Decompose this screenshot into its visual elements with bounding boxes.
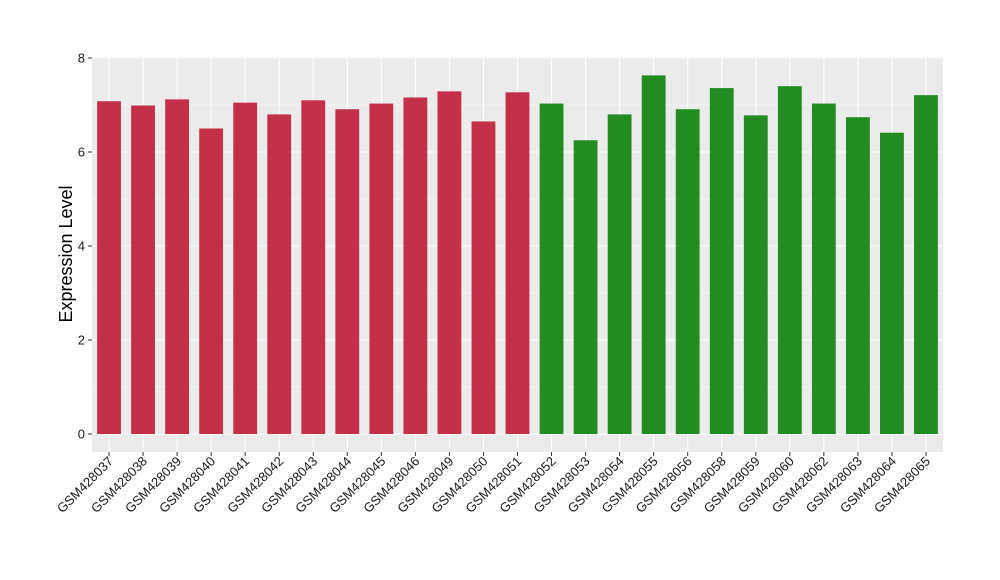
bar-GSM428051 — [505, 92, 530, 434]
bar-GSM428046 — [403, 97, 428, 434]
bar-GSM428062 — [811, 103, 836, 434]
bar-GSM428050 — [471, 121, 496, 434]
bar-GSM428037 — [97, 101, 121, 435]
bar-GSM428045 — [369, 103, 394, 434]
x-axis: GSM428037GSM428038GSM428039GSM428040GSM4… — [54, 452, 933, 516]
bar-GSM428041 — [233, 102, 258, 435]
bar-GSM428056 — [675, 109, 700, 434]
bar-GSM428065 — [914, 95, 938, 434]
bar-GSM428064 — [880, 132, 904, 435]
y-tick-label: 4 — [78, 239, 85, 254]
bar-GSM428039 — [165, 99, 190, 435]
y-tick-label: 2 — [78, 333, 85, 348]
y-tick-label: 8 — [78, 51, 85, 66]
bar-GSM428049 — [437, 91, 462, 435]
bar-GSM428054 — [607, 114, 632, 435]
bar-GSM428059 — [743, 115, 768, 434]
y-axis-title: Expression Level — [56, 185, 76, 322]
bar-GSM428058 — [709, 88, 734, 434]
bar-GSM428060 — [777, 86, 802, 434]
bar-GSM428042 — [267, 114, 292, 435]
bar-GSM428038 — [131, 105, 155, 434]
bar-GSM428040 — [199, 128, 224, 434]
y-tick-label: 0 — [78, 427, 85, 442]
y-tick-label: 6 — [78, 145, 85, 160]
y-axis: 0 2 4 6 8 — [78, 51, 92, 442]
bar-GSM428063 — [845, 117, 870, 434]
bar-GSM428053 — [573, 140, 598, 434]
bars-group — [97, 75, 938, 435]
bar-GSM428052 — [539, 103, 564, 434]
bar-GSM428043 — [301, 100, 326, 435]
bar-GSM428055 — [641, 75, 666, 434]
bar-GSM428044 — [335, 109, 360, 434]
